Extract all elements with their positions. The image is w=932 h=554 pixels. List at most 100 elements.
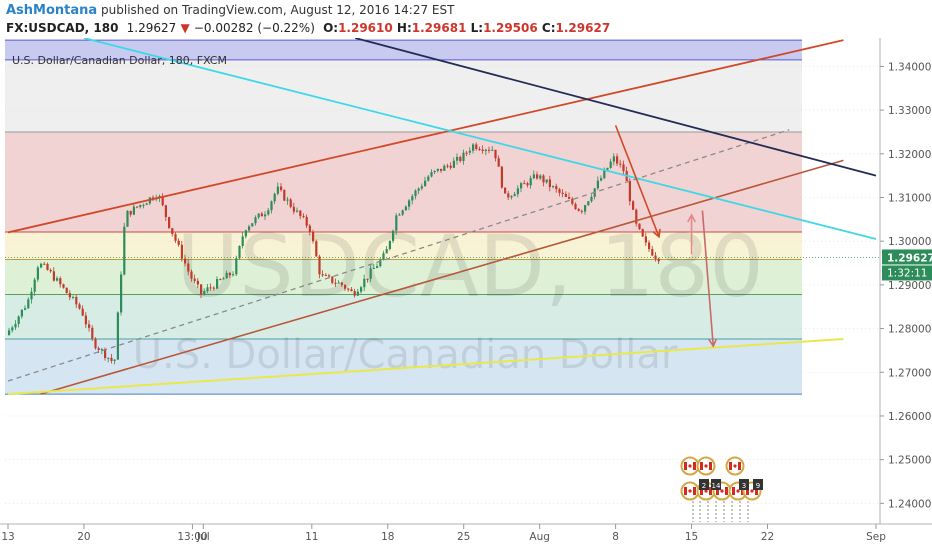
- candle-body: [404, 206, 407, 211]
- y-tick-label: 1.24000: [888, 498, 931, 510]
- fib-band: [5, 59, 802, 132]
- trend-line[interactable]: [354, 37, 877, 177]
- candle-body: [299, 210, 302, 217]
- candle-body: [420, 186, 423, 189]
- event-count-badge: [699, 479, 709, 490]
- candle-body: [449, 165, 452, 168]
- candle-body: [321, 274, 324, 276]
- flag-stripe: [738, 462, 741, 470]
- trend-line[interactable]: [7, 39, 844, 234]
- candle-body: [398, 214, 401, 216]
- candle-body: [360, 287, 363, 292]
- candle-body: [395, 215, 398, 231]
- publish-line: AshMontana published on TradingView.com,…: [6, 3, 454, 18]
- candle-body: [628, 181, 631, 202]
- candle-body: [344, 285, 347, 289]
- y-tick-label: 1.32000: [888, 149, 931, 161]
- trend-line[interactable]: [83, 37, 877, 240]
- trend-line[interactable]: [7, 338, 844, 396]
- candle-body: [644, 236, 647, 243]
- y-tick-label: 1.27000: [888, 367, 931, 379]
- y-tick-label: 1.26000: [888, 411, 931, 423]
- candle-body: [590, 196, 593, 202]
- candle-body: [379, 259, 382, 267]
- candle-body: [472, 144, 475, 151]
- candle-body: [264, 214, 267, 217]
- candle-body: [248, 226, 251, 231]
- candle-body: [177, 240, 180, 245]
- candle-body: [273, 193, 276, 202]
- flag-stripe: [732, 487, 735, 495]
- candle-body: [545, 179, 548, 183]
- candle-body: [113, 359, 116, 361]
- candle-body: [340, 282, 343, 286]
- y-tick-label: 1.29000: [888, 280, 931, 292]
- candle-body: [267, 210, 270, 215]
- candle-body: [228, 272, 231, 276]
- candle-body: [475, 144, 478, 150]
- chart-title: U.S. Dollar/Canadian Dollar, 180, FXCM: [12, 54, 227, 67]
- candle-body: [94, 338, 97, 349]
- candle-body: [462, 152, 465, 161]
- candle-body: [222, 278, 225, 280]
- flag-stripe: [693, 487, 696, 495]
- candle-body: [171, 228, 174, 235]
- x-tick-label: 8: [612, 531, 619, 543]
- candle-body: [436, 168, 439, 171]
- flag-stripe: [729, 462, 732, 470]
- candle-body: [276, 186, 279, 194]
- candle-body: [139, 204, 142, 208]
- candle-body: [494, 149, 497, 159]
- trend-line[interactable]: [7, 129, 790, 382]
- candle-body: [414, 190, 417, 197]
- candle-body: [366, 278, 369, 280]
- candle-body: [548, 179, 551, 188]
- candle-body: [603, 169, 606, 179]
- x-tick-label: 18: [381, 531, 394, 543]
- candle-body: [216, 279, 219, 289]
- author-link[interactable]: AshMontana: [6, 3, 98, 18]
- candle-body: [571, 198, 574, 204]
- candle-body: [529, 178, 532, 186]
- candle-body: [241, 236, 244, 247]
- maple-leaf-icon: [736, 489, 740, 493]
- candle-body: [52, 271, 55, 281]
- maple-leaf-icon: [704, 489, 708, 493]
- candle-body: [369, 268, 372, 279]
- y-tick-label: 1.33000: [888, 105, 931, 117]
- candle-body: [56, 278, 59, 281]
- countdown-label: 1:32:11: [887, 267, 927, 279]
- flag-stripe: [755, 487, 758, 495]
- trend-line[interactable]: [40, 159, 844, 395]
- annotation-arrow[interactable]: [701, 210, 715, 347]
- candle-body: [446, 165, 449, 167]
- low-label: L:: [470, 21, 484, 35]
- low-value: 1.29506: [483, 21, 538, 35]
- y-tick-label: 1.30000: [888, 236, 931, 248]
- chart-header: AshMontana published on TradingView.com,…: [0, 0, 932, 38]
- candle-body: [584, 205, 587, 212]
- candle-body: [568, 197, 571, 199]
- candle-body: [356, 291, 359, 296]
- annotation-arrow[interactable]: [614, 125, 660, 238]
- price-axis: [880, 38, 932, 550]
- flag-stripe: [746, 487, 749, 495]
- candle-body: [100, 349, 103, 351]
- candle-body: [337, 282, 340, 284]
- candle-body: [107, 357, 110, 359]
- candle-body: [286, 199, 289, 201]
- candle-body: [161, 196, 164, 206]
- candle-body: [622, 164, 625, 172]
- arrow-head: [687, 213, 697, 223]
- price-chart[interactable]: USDCAD, 180 U.S. Dollar/Canadian Dollar 2…: [0, 37, 932, 550]
- x-tick-label: 13: [1, 531, 14, 543]
- candle-body: [283, 190, 286, 201]
- x-tick-label: 13:00: [177, 531, 207, 543]
- candle-body: [238, 246, 241, 259]
- candle-body: [174, 234, 177, 241]
- x-tick-label: 11: [305, 531, 318, 543]
- candle-body: [81, 308, 84, 316]
- candle-body: [430, 172, 433, 177]
- fib-band: [5, 294, 802, 340]
